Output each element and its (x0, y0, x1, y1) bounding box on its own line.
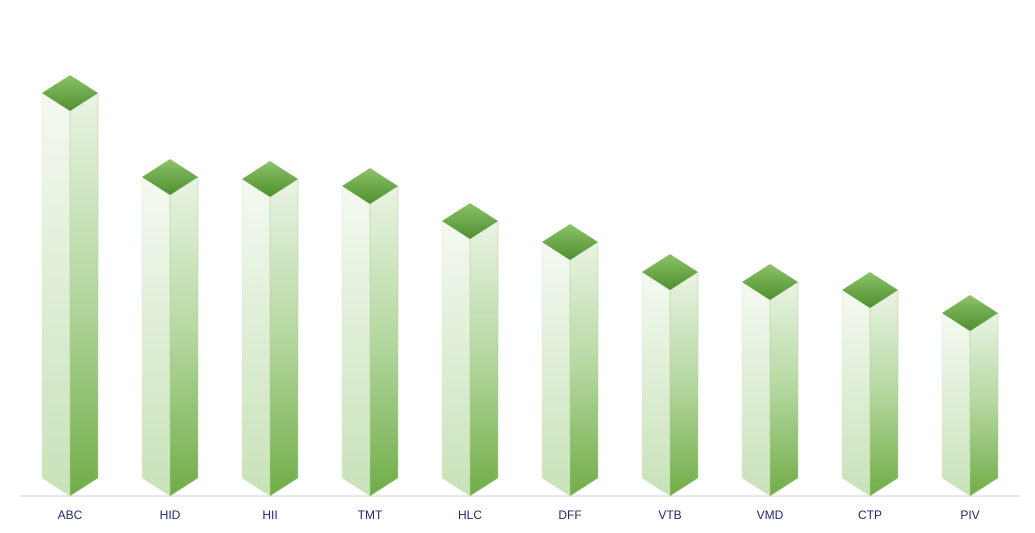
bar-right-face (169, 176, 199, 497)
x-tick-label: PIV (960, 508, 979, 522)
bar-top (642, 254, 698, 290)
bar-right-face (869, 289, 899, 497)
bar-left-face (541, 241, 571, 497)
bar-left-face (441, 220, 471, 497)
bar-left-face (641, 271, 671, 497)
bar-left-face (741, 281, 771, 497)
x-tick-label: HLC (458, 508, 482, 522)
bar (41, 75, 99, 497)
bar-right-face (469, 220, 499, 497)
bar-left-face (841, 289, 871, 497)
bar (241, 161, 299, 497)
x-tick-label: VTB (658, 508, 681, 522)
x-tick-label: DFF (558, 508, 581, 522)
x-tick-label: HII (262, 508, 277, 522)
bar-right-face (769, 281, 799, 497)
bar-top (942, 295, 998, 331)
x-tick-label: ABC (58, 508, 83, 522)
bar-right-face (569, 241, 599, 497)
bar-top (142, 159, 198, 195)
bar-left-face (41, 92, 71, 497)
bar (341, 168, 399, 497)
bar-right-face (369, 185, 399, 497)
bar (141, 159, 199, 497)
bar-top (442, 203, 498, 239)
bar (841, 272, 899, 497)
bar-top (742, 264, 798, 300)
bar-top (842, 272, 898, 308)
x-tick-label: HID (160, 508, 181, 522)
bar-top (542, 224, 598, 260)
bar-left-face (341, 185, 371, 497)
bar-right-face (669, 271, 699, 497)
bar-left-face (141, 176, 171, 497)
bar-top (42, 75, 98, 111)
bar-right-face (69, 92, 99, 497)
bar (441, 203, 499, 497)
x-tick-label: TMT (358, 508, 383, 522)
bar-right-face (969, 312, 999, 497)
bar-top (242, 161, 298, 197)
bar-top (342, 168, 398, 204)
bar-right-face (269, 178, 299, 497)
bar (741, 264, 799, 497)
bar (641, 254, 699, 497)
x-tick-label: VMD (757, 508, 784, 522)
bar-left-face (941, 312, 971, 497)
bar (541, 224, 599, 497)
bar (941, 295, 999, 497)
bar-left-face (241, 178, 271, 497)
x-tick-label: CTP (858, 508, 882, 522)
